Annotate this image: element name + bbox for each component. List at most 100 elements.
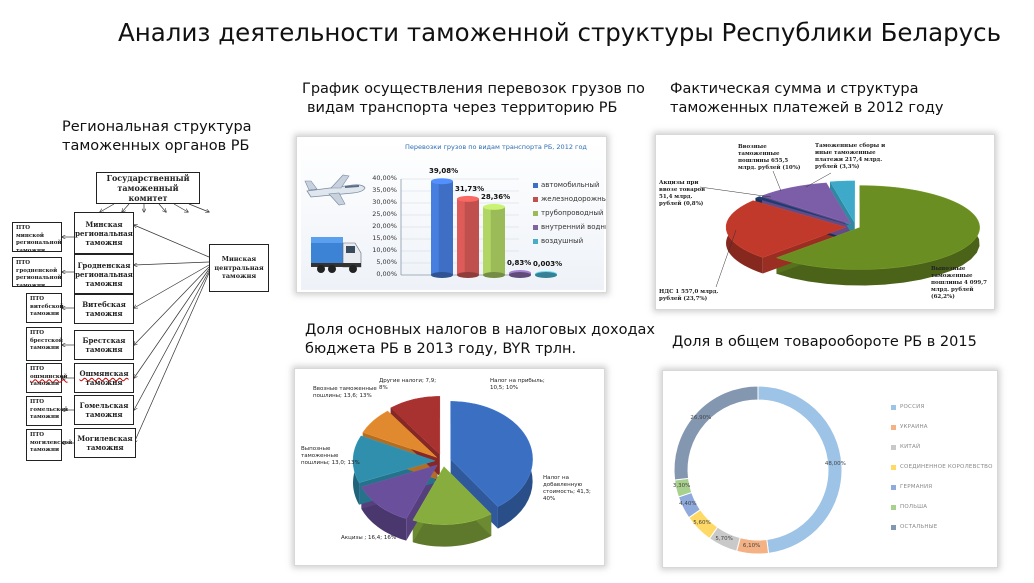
legend-label: внутренний водный	[541, 223, 606, 231]
legend-swatch	[891, 444, 896, 450]
pto-box: ПТО ошмянской таможни	[26, 363, 68, 393]
legend-label: ГЕРМАНИЯ	[900, 484, 933, 490]
regional-box: Могилевская таможня	[74, 428, 136, 458]
pie-slice	[761, 182, 852, 225]
donut-segment	[673, 385, 759, 481]
legend-item: СОЕДИНЕННОЕ КОРОЛЕВСТВО	[891, 464, 993, 470]
legend-swatch	[891, 404, 896, 410]
legend-item: автомобильный	[533, 181, 599, 189]
donut-segment	[757, 385, 843, 554]
pto-box: ПТО могилевской таможни	[26, 429, 72, 461]
legend-item: ГЕРМАНИЯ	[891, 484, 932, 490]
taxes-chart-svg	[352, 396, 533, 547]
legend-item: железнодорожный	[533, 195, 607, 203]
legend-item: внутренний водный	[533, 223, 606, 231]
pie-label: Налог на добавленную стоимость; 41,3; 40…	[543, 475, 591, 502]
pto-box: ПТО гомельской таможни	[26, 396, 68, 426]
pie-slice	[775, 185, 980, 270]
bar-value-label: 0,83%	[507, 259, 532, 267]
pie-slice	[725, 200, 847, 258]
payments-chart-svg	[699, 170, 980, 288]
donut-value-label: 6,10%	[742, 542, 761, 549]
y-tick-label: 10,00%	[372, 246, 397, 254]
legend-swatch	[891, 424, 896, 430]
pie-label: Другие налоги; 7,9; 8%	[379, 378, 437, 391]
donut-value-label: 4,40%	[679, 500, 697, 507]
pto-box: ПТО гродненской региональной таможни	[12, 257, 62, 289]
pto-box: ПТО витебской таможни	[26, 293, 64, 323]
regional-box: Брестская таможня	[74, 330, 134, 360]
legend-item: трубопроводный	[533, 209, 603, 217]
pie-label: Налог на прибыль; 10,5; 10%	[490, 378, 545, 391]
pie-label: Таможенные сборы и иные таможенные плате…	[815, 143, 886, 170]
payments-chart-panel: Ввозные таможенные пошлины 655,5 млрд. р…	[655, 134, 995, 310]
trade-chart-svg	[673, 385, 843, 555]
regional-box: Минская региональная таможня	[74, 212, 134, 254]
pie-slice	[829, 180, 855, 224]
legend-swatch	[533, 238, 538, 244]
legend-item: РОССИЯ	[891, 404, 924, 410]
y-tick-label: 25,00%	[372, 210, 397, 218]
pie-label: Ввозные таможенные пошлины; 13,6; 13%	[313, 386, 377, 399]
main-customs-box: Минская центральная таможня	[209, 244, 269, 292]
trade-heading: Доля в общем товарообороте РБ в 2015	[672, 334, 977, 350]
legend-item: КИТАЙ	[891, 444, 920, 450]
taxes-chart-panel: Другие налоги; 7,9; 8% Налог на прибыль;…	[294, 368, 605, 566]
legend-label: автомобильный	[541, 181, 600, 189]
transport-chart-panel: Перевозки грузов по видам транспорта РБ,…	[296, 136, 607, 293]
legend-label: СОЕДИНЕННОЕ КОРОЛЕВСТВО	[900, 464, 993, 470]
regional-box: Ошмянская таможня	[74, 363, 134, 393]
regional-box: Витебская таможня	[74, 294, 134, 324]
pie-label: Ввозные таможенные пошлины 655,5 млрд. р…	[738, 144, 801, 171]
y-tick-label: 15,00%	[372, 234, 397, 242]
legend-label: ПОЛЬША	[900, 504, 928, 510]
pie-label: НДС 1 557,0 млрд. рублей (23,7%)	[659, 289, 719, 302]
bar-value-label: 0,003%	[533, 260, 563, 268]
pie-slice	[412, 466, 492, 525]
pto-box: ПТО брестской таможни	[26, 327, 63, 361]
y-tick-label: 20,00%	[372, 222, 397, 230]
org-chart: Государственный таможенный комитет Минска…	[4, 162, 274, 462]
legend-swatch	[891, 524, 896, 530]
bar	[431, 178, 453, 278]
legend-swatch	[533, 196, 538, 202]
legend-item: ОСТАЛЬНЫЕ	[891, 524, 937, 530]
org-chart-connectors	[4, 203, 274, 462]
legend-label: воздушный	[541, 237, 584, 245]
bar-value-label: 31,73%	[455, 184, 485, 193]
y-tick-label: 0,00%	[376, 270, 397, 278]
legend-label: железнодорожный	[541, 195, 607, 203]
pie-slice	[754, 196, 849, 225]
legend-swatch	[891, 464, 896, 470]
legend-label: УКРАИНА	[900, 424, 928, 430]
legend-label: РОССИЯ	[900, 404, 925, 410]
payments-heading: Фактическая сумма и структура таможенных …	[670, 81, 944, 116]
pie-label: Выпозные таможенные пошлины; 13,0; 13%	[301, 446, 360, 466]
transport-chart-svg	[301, 141, 604, 290]
legend-swatch	[891, 484, 896, 490]
pto-box: ПТО минской региональной таможни	[12, 222, 62, 254]
pie-label: Выпозные таможенные пошлины 4 099,7 млрд…	[931, 266, 987, 300]
legend-swatch	[533, 210, 538, 216]
pie-slice	[362, 410, 437, 458]
legend-label: трубопроводный	[541, 209, 604, 217]
donut-value-label: 3,30%	[672, 483, 691, 490]
y-tick-label: 35,00%	[372, 186, 397, 194]
regional-box: Гродненская региональная таможня	[74, 254, 134, 294]
gtk-box: Государственный таможенный комитет	[96, 172, 200, 204]
bar-value-label: 39,08%	[429, 167, 459, 176]
legend-swatch	[533, 224, 538, 230]
pie-slice	[450, 401, 533, 507]
legend-label: КИТАЙ	[900, 444, 921, 450]
bar	[509, 270, 531, 278]
pie-slice	[390, 396, 441, 455]
transport-chart-title: Перевозки грузов по видам транспорта РБ,…	[405, 143, 587, 151]
pie-slice	[361, 464, 438, 519]
legend-item: ПОЛЬША	[891, 504, 927, 510]
pie-slice	[352, 435, 436, 483]
bar	[535, 271, 557, 278]
pie-label: Акцизы при ввозе товаров 51,4 млрд. рубл…	[659, 180, 706, 207]
regional-box: Гомельская таможня	[74, 395, 134, 425]
bar	[483, 203, 505, 278]
legend-label: ОСТАЛЬНЫЕ	[900, 524, 938, 530]
